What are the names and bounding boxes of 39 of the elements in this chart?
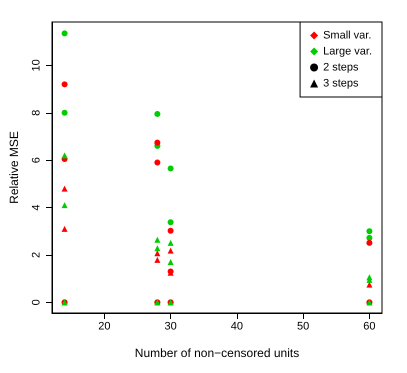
legend-label: 2 steps bbox=[323, 62, 360, 74]
point bbox=[154, 236, 160, 243]
x-tick-label: 60 bbox=[363, 320, 376, 332]
legend-label: Large var. bbox=[323, 46, 372, 58]
point bbox=[62, 202, 68, 208]
point bbox=[168, 219, 174, 226]
point bbox=[366, 240, 372, 246]
x-tick-label: 30 bbox=[164, 320, 177, 332]
point bbox=[154, 140, 160, 146]
point bbox=[62, 81, 68, 88]
point bbox=[154, 256, 160, 263]
legend-label: 3 steps bbox=[323, 78, 360, 90]
point bbox=[366, 234, 372, 241]
point bbox=[168, 248, 174, 254]
y-tick-label: 10 bbox=[30, 59, 42, 72]
point bbox=[62, 30, 68, 36]
y-tick-label: 8 bbox=[30, 110, 42, 116]
y-tick-label: 4 bbox=[30, 204, 42, 211]
point bbox=[168, 259, 174, 266]
point bbox=[62, 186, 68, 192]
point bbox=[154, 160, 160, 166]
y-tick-label: 0 bbox=[30, 299, 42, 306]
x-tick-label: 20 bbox=[98, 320, 110, 332]
point bbox=[168, 165, 174, 172]
point bbox=[154, 245, 160, 252]
point bbox=[62, 110, 68, 116]
point bbox=[168, 240, 174, 246]
point bbox=[62, 226, 68, 232]
y-axis-title: Relative MSE bbox=[7, 131, 21, 204]
y-tick-label: 2 bbox=[30, 252, 42, 258]
x-tick-label: 50 bbox=[297, 320, 310, 332]
point bbox=[62, 152, 68, 158]
x-axis-title: Number of non−censored units bbox=[134, 346, 300, 360]
legend-label: Small var. bbox=[323, 30, 372, 42]
point bbox=[366, 228, 372, 234]
y-tick-label: 6 bbox=[30, 157, 42, 164]
point bbox=[168, 228, 174, 234]
x-tick-label: 40 bbox=[230, 320, 244, 332]
point bbox=[154, 110, 160, 117]
